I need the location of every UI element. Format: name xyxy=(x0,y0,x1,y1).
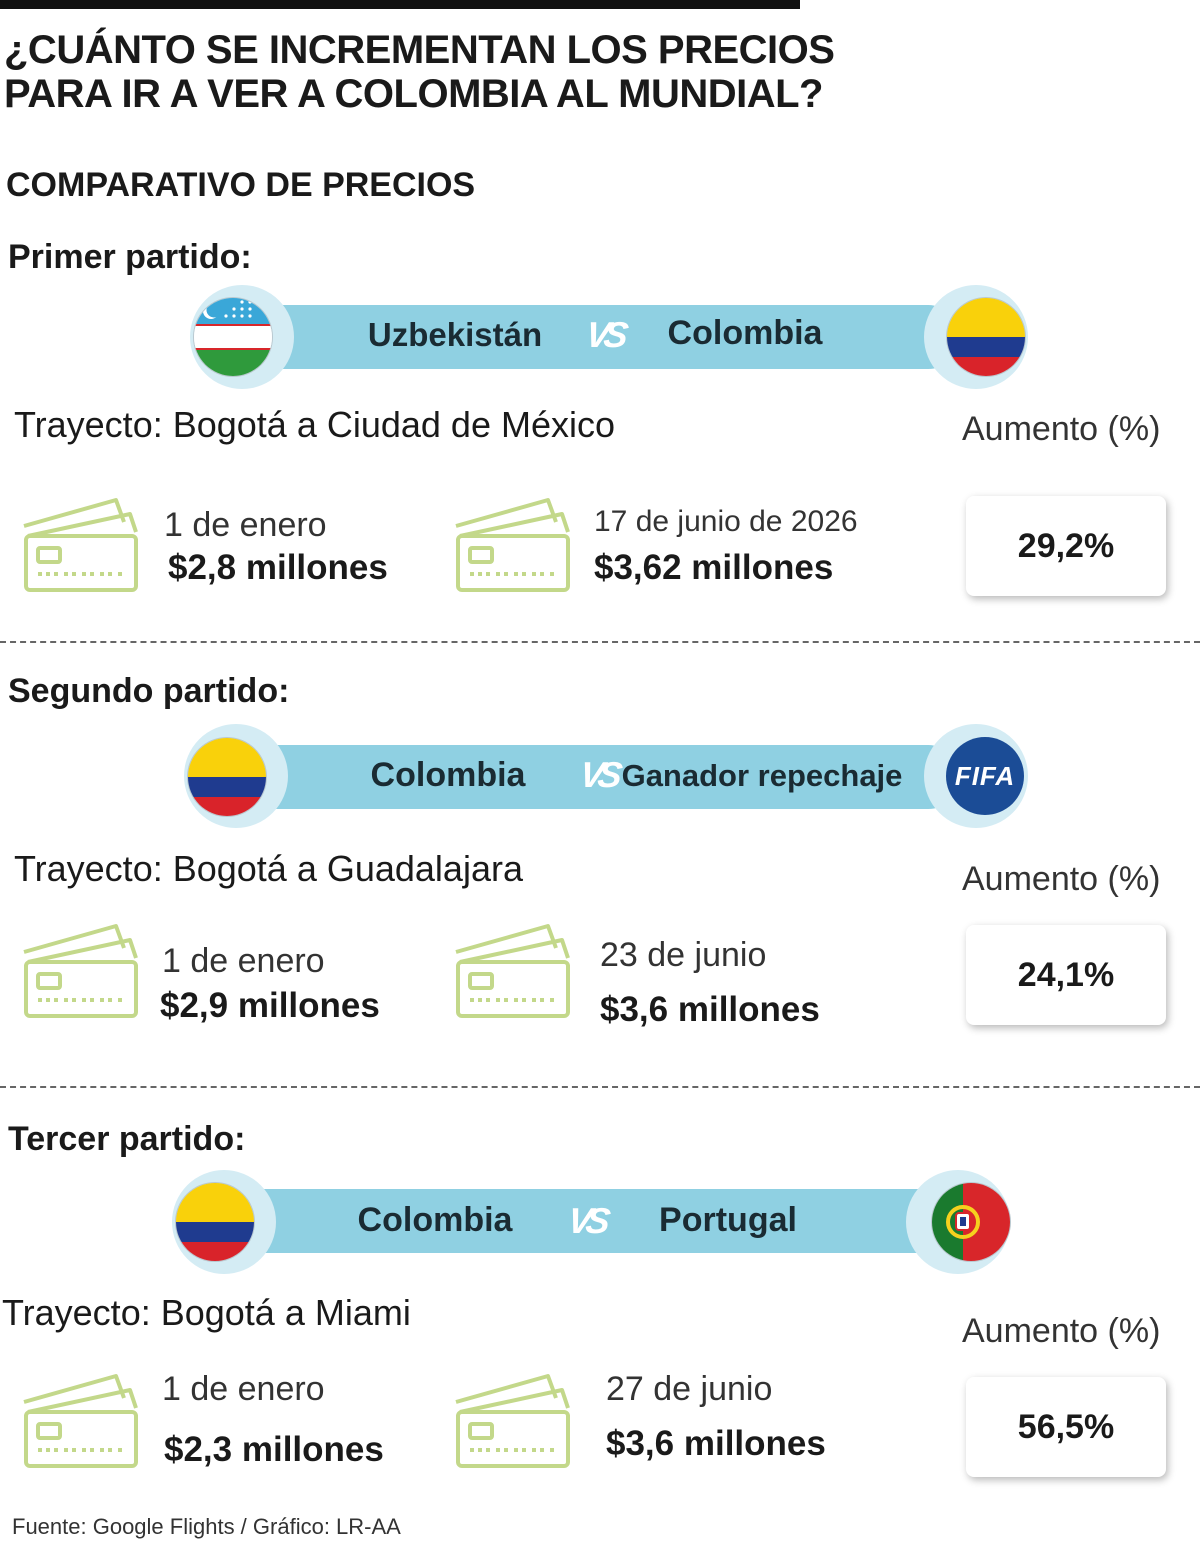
uzbekistan-flag-icon xyxy=(194,298,272,376)
match-1-price-after: $3,62 millones xyxy=(594,548,834,587)
match-1-price-before: $2,8 millones xyxy=(168,548,388,587)
match-3-increase-value: 56,5% xyxy=(966,1377,1166,1477)
match-3-team-left: Colombia xyxy=(357,1201,513,1239)
credit-card-icon xyxy=(18,496,142,594)
match-2-price-before: $2,9 millones xyxy=(160,986,380,1025)
match-1-date-before: 1 de enero xyxy=(164,506,327,544)
match-2-vs-bar xyxy=(232,745,960,809)
match-2-date-before: 1 de enero xyxy=(162,942,325,980)
section-divider xyxy=(0,641,1200,643)
match-1-team-left: Uzbekistán xyxy=(367,316,543,353)
match-2-increase-label: Aumento (%) xyxy=(962,860,1161,898)
match-2-label: Segundo partido: xyxy=(8,672,290,710)
portugal-flag-icon xyxy=(932,1183,1010,1261)
match-1-team-right: Colombia xyxy=(667,314,823,352)
colombia-flag-icon xyxy=(176,1183,254,1261)
match-2-date-after: 23 de junio xyxy=(600,936,767,974)
match-2-team-right: Ganador repechaje xyxy=(621,758,903,793)
title-line-2: PARA IR A VER A COLOMBIA AL MUNDIAL? xyxy=(4,72,824,116)
page-title: ¿CUÁNTO SE INCREMENTAN LOS PRECIOS PARA … xyxy=(4,28,904,116)
title-line-1: ¿CUÁNTO SE INCREMENTAN LOS PRECIOS xyxy=(4,28,835,72)
vs-icon: VS xyxy=(565,1200,607,1241)
credit-card-icon xyxy=(450,1372,574,1470)
credit-card-icon xyxy=(450,496,574,594)
match-1-route: Trayecto: Bogotá a Ciudad de México xyxy=(14,404,615,445)
fifa-logo-icon: FIFA xyxy=(946,737,1024,815)
section-subtitle: COMPARATIVO DE PRECIOS xyxy=(6,166,476,204)
source-note: Fuente: Google Flights / Gráfico: LR-AA xyxy=(12,1514,401,1539)
match-3-label: Tercer partido: xyxy=(8,1120,246,1158)
match-1-increase-value: 29,2% xyxy=(966,496,1166,596)
match-1-date-after: 17 de junio de 2026 xyxy=(594,505,858,538)
match-3-route: Trayecto: Bogotá a Miami xyxy=(2,1292,411,1333)
match-2-price-after: $3,6 millones xyxy=(600,990,820,1029)
match-3-date-before: 1 de enero xyxy=(162,1370,325,1408)
match-3-vs-bar xyxy=(222,1189,960,1253)
match-2-team-left: Colombia xyxy=(370,756,526,794)
colombia-flag-icon xyxy=(188,738,266,816)
credit-card-icon xyxy=(450,922,574,1020)
vs-icon: VS xyxy=(583,314,625,355)
match-3-price-after: $3,6 millones xyxy=(606,1424,826,1463)
colombia-flag-icon xyxy=(947,298,1025,376)
credit-card-icon xyxy=(18,922,142,1020)
match-3-price-before: $2,3 millones xyxy=(164,1430,384,1469)
match-1-vs-bar xyxy=(240,305,960,369)
match-3-date-after: 27 de junio xyxy=(606,1370,773,1408)
match-2-route: Trayecto: Bogotá a Guadalajara xyxy=(14,848,523,889)
credit-card-icon xyxy=(18,1372,142,1470)
match-3-increase-label: Aumento (%) xyxy=(962,1312,1161,1350)
match-3-team-right: Portugal xyxy=(659,1201,797,1239)
top-rule xyxy=(0,0,800,9)
fifa-logo-text: FIFA xyxy=(954,760,1016,791)
section-divider xyxy=(0,1086,1200,1088)
match-1-increase-label: Aumento (%) xyxy=(962,410,1161,448)
match-2-increase-value: 24,1% xyxy=(966,925,1166,1025)
match-1-label: Primer partido: xyxy=(8,238,252,276)
